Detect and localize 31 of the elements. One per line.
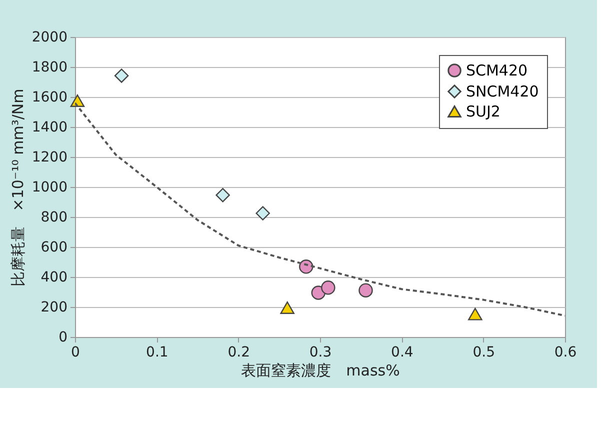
y-tick-label: 400 [40, 270, 68, 286]
y-tick-label: 0 [58, 330, 68, 346]
x-tick-label: 0.4 [391, 344, 414, 360]
point [468, 308, 482, 320]
legend-label: SCM420 [466, 62, 528, 80]
point [299, 260, 314, 274]
y-tick-label: 600 [40, 240, 68, 256]
y-tick-label: 1800 [32, 60, 68, 76]
y-tick-label: 800 [40, 210, 68, 226]
legend-label: SNCM420 [466, 82, 539, 100]
y-axis-title: 比摩耗量 ×10⁻¹⁰ mm³/Nm [8, 88, 27, 286]
x-tick-label: 0.6 [554, 344, 577, 360]
x-tick-label: 0.5 [472, 344, 495, 360]
y-tick-label: 2000 [32, 30, 68, 46]
point [114, 68, 129, 83]
x-tick-label: 0 [71, 344, 80, 360]
point [321, 280, 336, 295]
point [280, 302, 294, 314]
y-tick-label: 1000 [32, 180, 68, 196]
point [216, 188, 230, 202]
x-tick-label: 0.2 [228, 344, 250, 360]
legend-label: SUJ2 [466, 102, 500, 120]
y-tick-label: 1200 [32, 150, 68, 166]
x-tick-label: 0.3 [309, 344, 332, 360]
point [358, 283, 373, 298]
point [256, 206, 270, 220]
x-tick-label: 0.1 [146, 344, 168, 360]
x-axis-title: 表面窒素濃度 mass% [241, 362, 400, 380]
y-tick-label: 1600 [32, 90, 68, 106]
y-tick-label: 200 [40, 300, 68, 316]
y-tick-label: 1400 [32, 120, 68, 136]
